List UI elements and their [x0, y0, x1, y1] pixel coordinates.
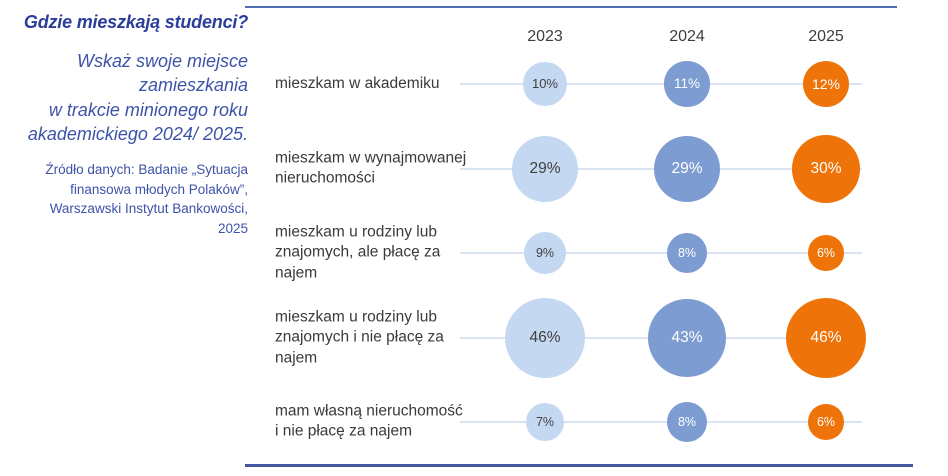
chart-bubble-2023-row2: 29% [511, 135, 579, 203]
bubble-value: 11% [673, 76, 701, 92]
row-label: mieszkam u rodziny lub znajomych i nie p… [275, 308, 444, 367]
bubble-value: 30% [810, 159, 842, 177]
data-source-note: Źródło danych: Badanie „Sytuacja finanso… [45, 162, 248, 236]
bubble-value: 8% [677, 245, 697, 260]
bubble-value: 12% [811, 75, 841, 92]
row-connector-line [460, 83, 862, 85]
chart-bubble-2025-row3: 6% [808, 235, 844, 271]
row-label: mieszkam w akademiku [275, 74, 440, 92]
bubble-value: 7% [535, 414, 555, 429]
chart-bottom-border [245, 464, 913, 467]
bubble-value: 6% [816, 245, 836, 260]
chart-bubble-2024-row2: 29% [653, 135, 721, 203]
chart-bubble-2025-row4: 46% [785, 297, 866, 378]
chart-bubble-2023-row4: 46% [504, 297, 585, 378]
bubble-value: 29% [529, 159, 561, 177]
year-header-2024: 2024 [669, 28, 705, 45]
bubble-value: 43% [671, 328, 703, 346]
chart-bubble-2025-row5: 6% [808, 404, 844, 440]
bubble-value: 9% [535, 245, 555, 260]
chart-bubble-2025-row2: 30% [792, 135, 860, 203]
bubble-value: 8% [677, 414, 697, 429]
chart-bubble-2023-row5: 7% [526, 403, 564, 441]
chart-bubble-2024-row5: 8% [667, 402, 707, 442]
row-label: mam własną nieruchomość i nie płacę za n… [275, 402, 463, 440]
chart-subtitle: Wskaż swoje miejsce zamieszkania w trakc… [27, 51, 248, 144]
bubble-chart: 2023 2024 2025 mieszkam w akademiku 10% 11% 12… [245, 0, 915, 476]
bubble-value: 29% [671, 159, 703, 177]
bubble-value: 46% [529, 328, 561, 346]
year-header-2025: 2025 [808, 28, 844, 45]
chart-bubble-2023-row3: 9% [524, 232, 566, 274]
row-label: mieszkam w wynajmowanej nieruchomości [275, 149, 467, 187]
bubble-value: 6% [816, 414, 836, 429]
chart-bubble-2024-row4: 43% [648, 299, 726, 377]
bubble-value: 46% [810, 328, 842, 346]
row-connector-line [460, 252, 862, 254]
year-header-2023: 2023 [527, 28, 563, 45]
bubble-value: 10% [531, 76, 559, 92]
sidebar: Gdzie mieszkają studenci? Wskaż swoje mi… [10, 12, 248, 238]
chart-bubble-2023-row1: 10% [523, 62, 567, 106]
chart-top-border [245, 6, 897, 8]
chart-bubble-2024-row1: 11% [664, 61, 710, 107]
row-label: mieszkam u rodziny lub znajomych, ale pł… [275, 223, 441, 282]
row-connector-line [460, 421, 862, 423]
chart-bubble-2024-row3: 8% [667, 233, 707, 273]
chart-bubble-2025-row1: 12% [802, 60, 850, 108]
chart-title: Gdzie mieszkają studenci? [23, 12, 248, 32]
